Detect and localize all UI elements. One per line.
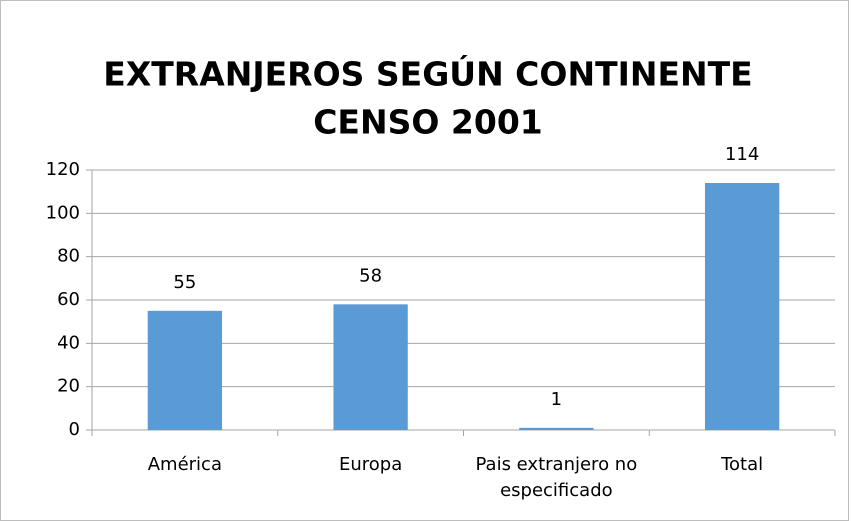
x-tick-label: Pais extranjero no especificado <box>475 454 638 501</box>
y-tick-label: 80 <box>57 246 80 267</box>
x-tick-label: Europa <box>338 454 403 475</box>
y-tick-label: 40 <box>57 332 80 353</box>
x-tick-label: América <box>147 454 222 475</box>
bar <box>519 427 594 430</box>
data-label: 1 <box>551 389 562 410</box>
bar <box>333 304 408 430</box>
chart-title: EXTRANJEROS SEGÚN CONTINENTE <box>103 54 752 94</box>
y-tick-label: 100 <box>46 202 80 223</box>
x-tick-label: Total <box>721 454 764 475</box>
y-tick-label: 60 <box>57 289 80 310</box>
data-label: 58 <box>359 265 382 286</box>
data-label: 55 <box>173 272 196 293</box>
y-tick-label: 20 <box>57 376 80 397</box>
y-tick-label: 0 <box>69 419 80 440</box>
y-tick-label: 120 <box>46 159 80 180</box>
bar <box>704 183 780 430</box>
bar <box>147 310 223 430</box>
data-label: 114 <box>725 144 759 165</box>
chart-title: CENSO 2001 <box>313 103 543 142</box>
